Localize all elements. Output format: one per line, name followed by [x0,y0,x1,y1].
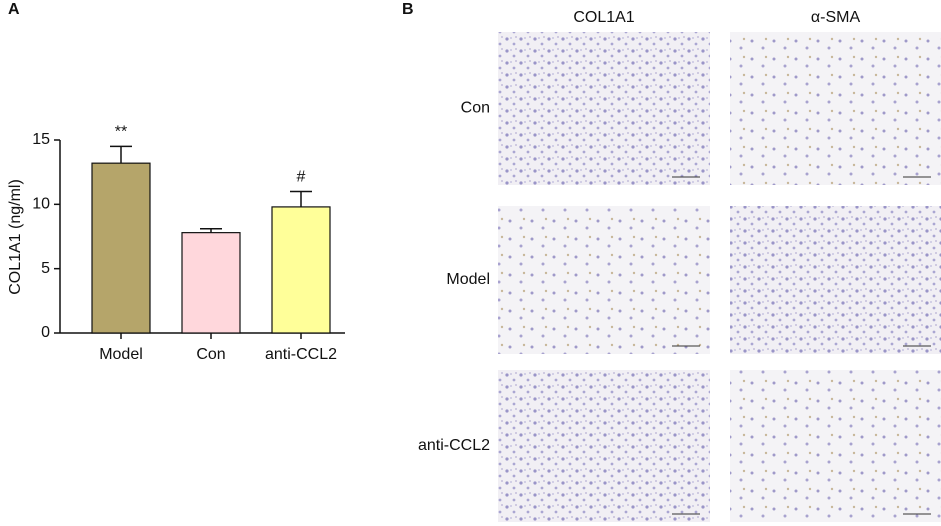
y-tick-label: 5 [41,260,50,277]
bar [271,206,331,334]
x-tick-label: Con [196,346,225,363]
y-tick-label: 15 [32,131,50,148]
micrograph [730,206,941,354]
bar [91,162,151,334]
micrograph [498,32,710,185]
panel-label: A [8,1,20,18]
panel-label: B [402,1,414,18]
significance-label: ** [115,124,127,141]
micrograph [730,370,941,522]
row-label: Con [461,100,490,117]
micrograph [498,370,710,522]
significance-label: # [297,169,306,186]
x-tick-label: Model [99,346,143,363]
micrograph [498,206,710,354]
y-tick-label: 0 [41,324,50,341]
micrograph [730,32,941,185]
row-label: anti-CCL2 [418,437,490,454]
x-tick-label: anti-CCL2 [265,346,337,363]
column-header: α-SMA [811,9,861,26]
y-tick-label: 10 [32,196,50,213]
row-label: Model [446,271,490,288]
bar [181,232,241,334]
y-axis-label: COL1A1 (ng/ml) [7,179,24,295]
column-header: COL1A1 [573,9,634,26]
